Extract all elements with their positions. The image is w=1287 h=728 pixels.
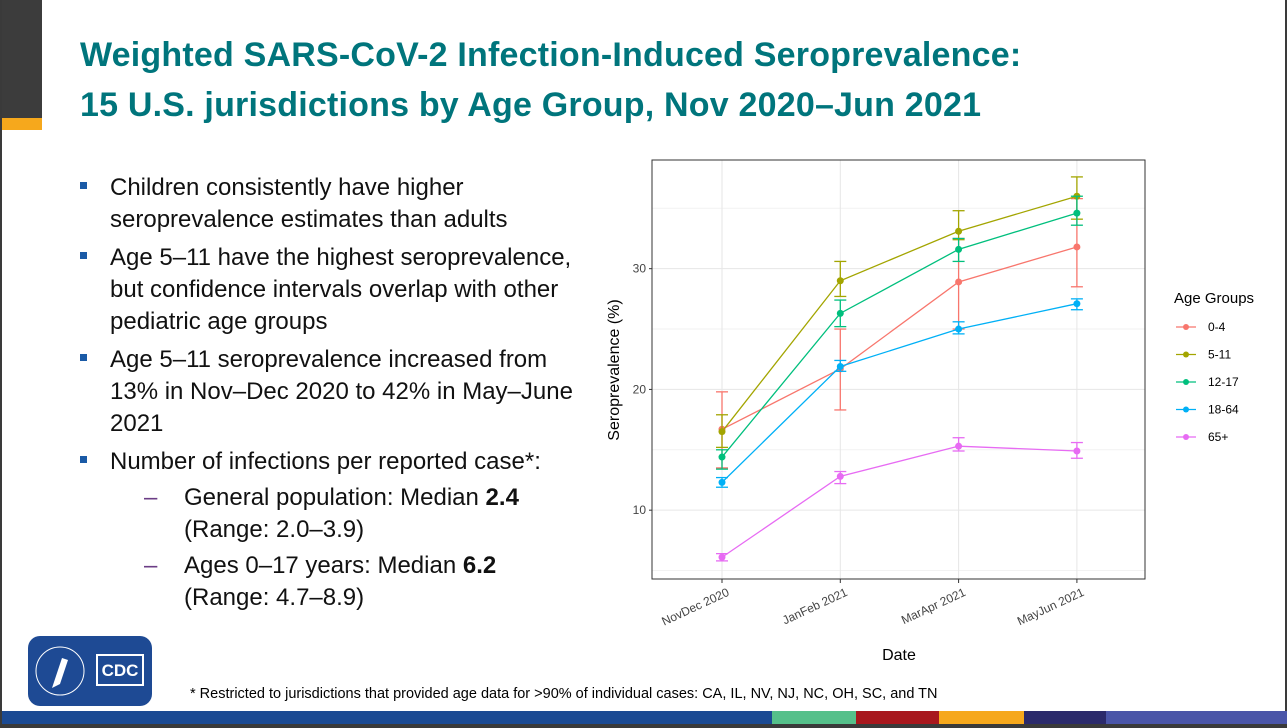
legend-key-point [1183,351,1189,358]
median-value: 2.4 [485,484,519,511]
series-line-12-17 [721,212,1078,458]
data-point [718,553,726,561]
x-axis-label: Date [882,647,916,664]
bullet-marker-icon [80,354,87,361]
data-point [955,227,963,235]
legend-key-point [1183,379,1189,385]
bullet-marker-icon [80,182,87,189]
color-band-segment [2,711,772,724]
sub-bullet: – Ages 0–17 years: Median 6.2 (Range: 4.7–… [80,550,580,614]
cdc-logo-text: CDC [102,661,139,680]
x-tick-label: NovDec 2020 [659,585,731,629]
data-point [1073,209,1081,217]
legend-label: 12-17 [1208,375,1239,389]
legend-key-point [1183,434,1189,440]
range-text: (Range: 2.0–3.9) [184,516,365,543]
legend-key-point [1183,324,1189,330]
sub-text: General population: Median [184,484,486,511]
bullet-marker-icon [80,252,87,259]
sub-text: Ages 0–17 years: Median [184,552,463,579]
color-band-segment [939,711,1024,724]
footnote: * Restricted to jurisdictions that provi… [190,686,938,702]
legend-label: 65+ [1208,430,1228,444]
legend-label: 5-11 [1208,348,1231,362]
y-tick-label: 10 [633,503,647,517]
data-point [955,325,963,333]
data-point [955,278,963,286]
y-tick-label: 30 [633,262,647,276]
range-text: (Range: 4.7–8.9) [184,584,365,611]
bullet-list: Children consistently have higher seropr… [80,172,580,618]
data-point [1073,300,1081,308]
hhs-cdc-logo: CDC [28,636,152,706]
dash-icon: – [144,552,158,579]
data-point [955,245,963,253]
data-point [955,442,963,450]
slide-title: Weighted SARS-CoV-2 Infection-Induced Se… [80,30,1021,130]
median-value: 6.2 [462,552,497,579]
series-line-5-11 [721,195,1078,433]
bullet: Age 5–11 have the highest seroprevalence… [80,242,580,338]
bullet-text: Age 5–11 seroprevalence increased from 1… [110,346,573,437]
x-tick-label: MayJun 2021 [1015,585,1087,628]
plot-border [651,159,1146,580]
bullet-text: Number of infections per reported case*: [110,448,541,475]
bullet-text: Age 5–11 have the highest seroprevalence… [110,244,572,335]
bullet: Age 5–11 seroprevalence increased from 1… [80,344,580,440]
data-point [836,472,844,480]
x-tick-label: MarApr 2021 [899,585,968,627]
data-point [1073,243,1081,251]
series-line-65+ [721,445,1077,558]
title-line-2: 15 U.S. jurisdictions by Age Group, Nov … [80,86,982,124]
color-band-segment [856,711,939,724]
x-tick-label: JanFeb 2021 [780,585,850,627]
bullet-marker-icon [80,456,87,463]
data-point [718,478,726,486]
dash-icon: – [144,484,158,511]
color-band-segment [1024,711,1106,724]
data-point [1073,447,1081,455]
accent-bar [2,118,42,130]
sidebar-decoration [2,0,42,118]
legend-label: 0-4 [1208,320,1226,334]
legend-key-point [1183,406,1189,413]
data-point [718,428,726,436]
legend-title: Age Groups [1174,290,1254,307]
color-band-segment [772,711,856,724]
legend-label: 18-64 [1208,403,1239,417]
bullet-text: Children consistently have higher seropr… [110,174,508,233]
data-point [836,362,844,370]
sub-bullet: – General population: Median 2.4 (Range: 2… [80,482,580,546]
y-tick-label: 20 [633,382,647,396]
bullet: Children consistently have higher seropr… [80,172,580,236]
color-band [2,711,1287,724]
y-axis-label: Seroprevalence (%) [606,299,623,440]
title-line-1: Weighted SARS-CoV-2 Infection-Induced Se… [80,36,1022,74]
data-point [718,453,726,461]
bullet: Number of infections per reported case*: [80,446,580,478]
data-point [836,277,844,285]
data-point [836,309,844,317]
series-line-18-64 [721,303,1078,483]
color-band-segment [1106,711,1287,724]
hhs-eagle-icon: CDC [35,646,144,696]
series-line-0-4 [721,246,1078,430]
